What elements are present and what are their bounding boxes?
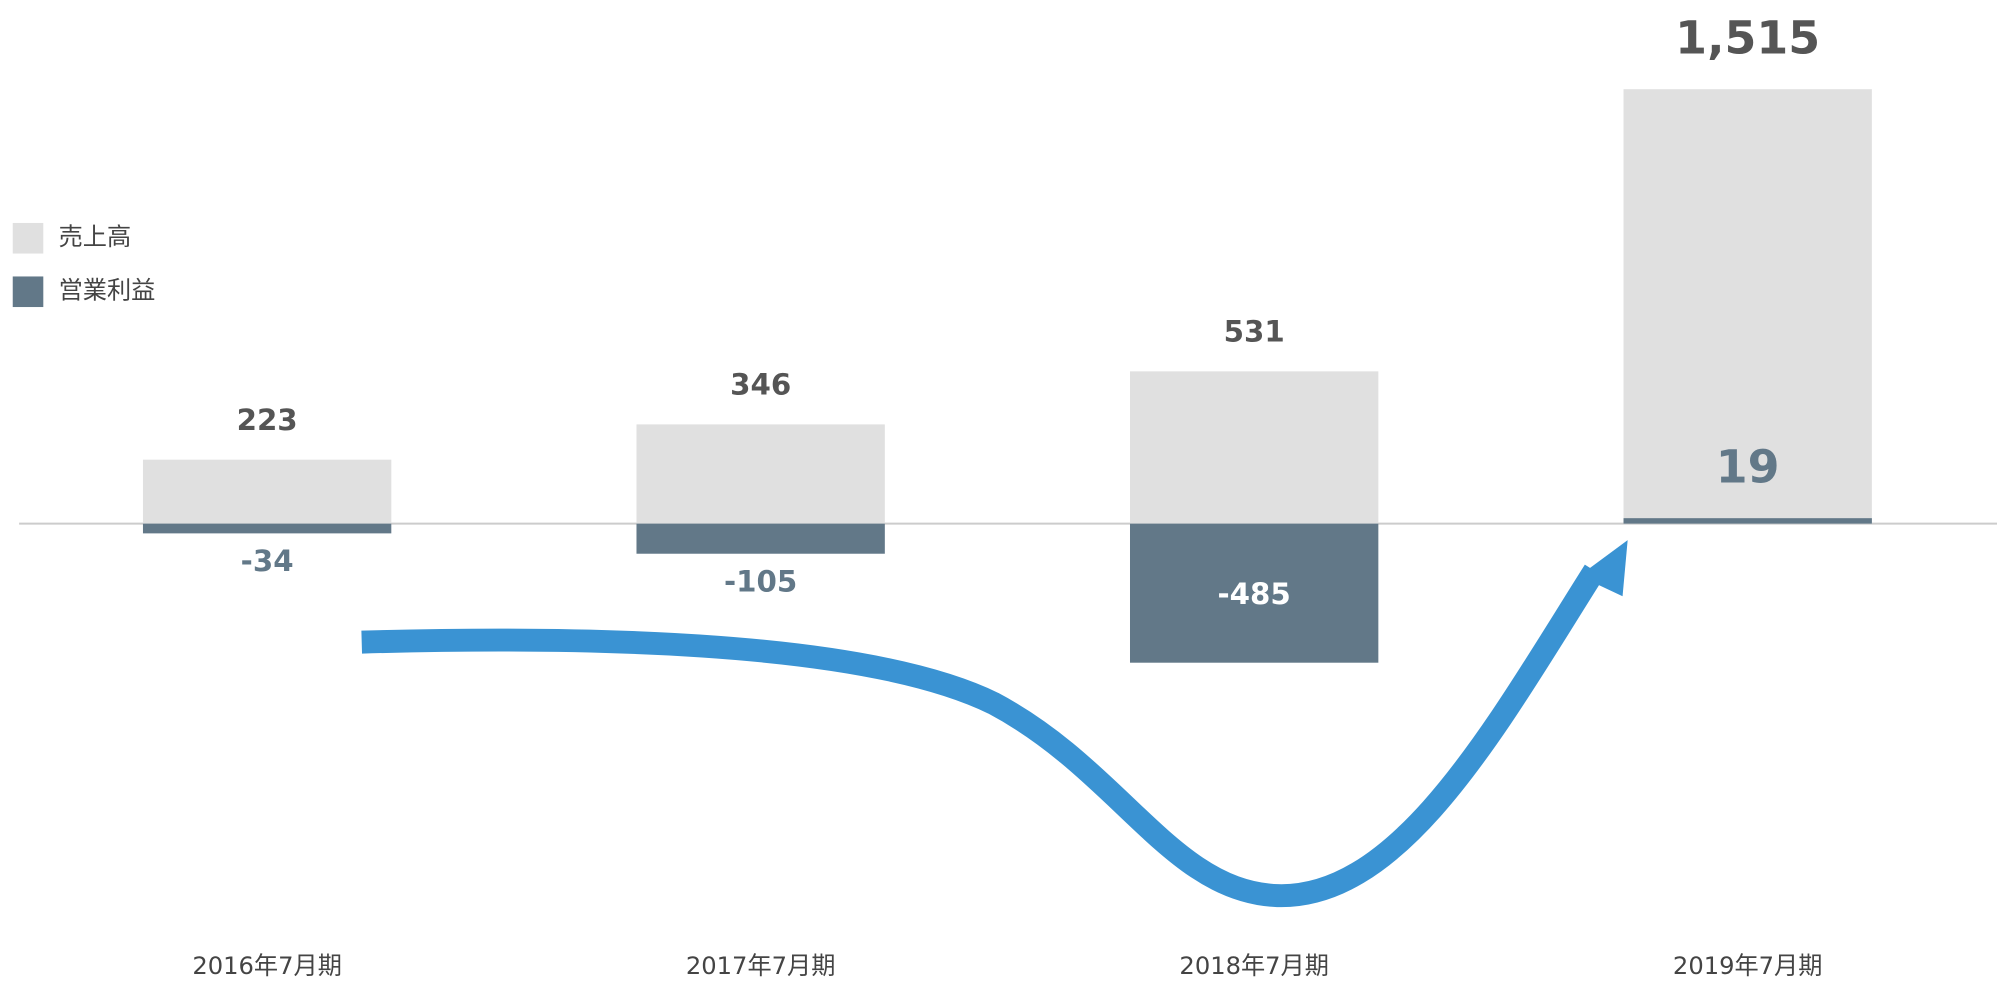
data-label: 346 — [730, 368, 791, 402]
trend-arrow — [361, 564, 1605, 908]
data-label: -34 — [241, 544, 294, 578]
arrow-head — [1579, 540, 1628, 597]
bar — [636, 523, 885, 554]
bar — [636, 424, 885, 524]
bar — [1623, 518, 1872, 524]
bar — [142, 459, 392, 524]
x-tick-label: 2017年7月期 — [686, 952, 835, 980]
legend-label: 営業利益 — [59, 277, 156, 305]
x-tick-label: 2019年7月期 — [1673, 952, 1822, 980]
data-label: -105 — [724, 565, 797, 599]
bar — [1129, 371, 1379, 524]
data-label: 19 — [1716, 439, 1780, 493]
legend-label: 売上高 — [59, 223, 132, 251]
bar — [1623, 89, 1872, 524]
data-label: 1,515 — [1675, 10, 1820, 64]
legend-swatch — [12, 222, 44, 254]
x-tick-label: 2018年7月期 — [1179, 952, 1328, 980]
data-label: 531 — [1224, 315, 1285, 349]
legend-swatch — [12, 276, 44, 308]
data-label: 223 — [237, 403, 298, 437]
data-label: -485 — [1218, 577, 1291, 611]
x-tick-label: 2016年7月期 — [192, 952, 341, 980]
bar — [1129, 523, 1379, 663]
bar — [142, 523, 392, 534]
